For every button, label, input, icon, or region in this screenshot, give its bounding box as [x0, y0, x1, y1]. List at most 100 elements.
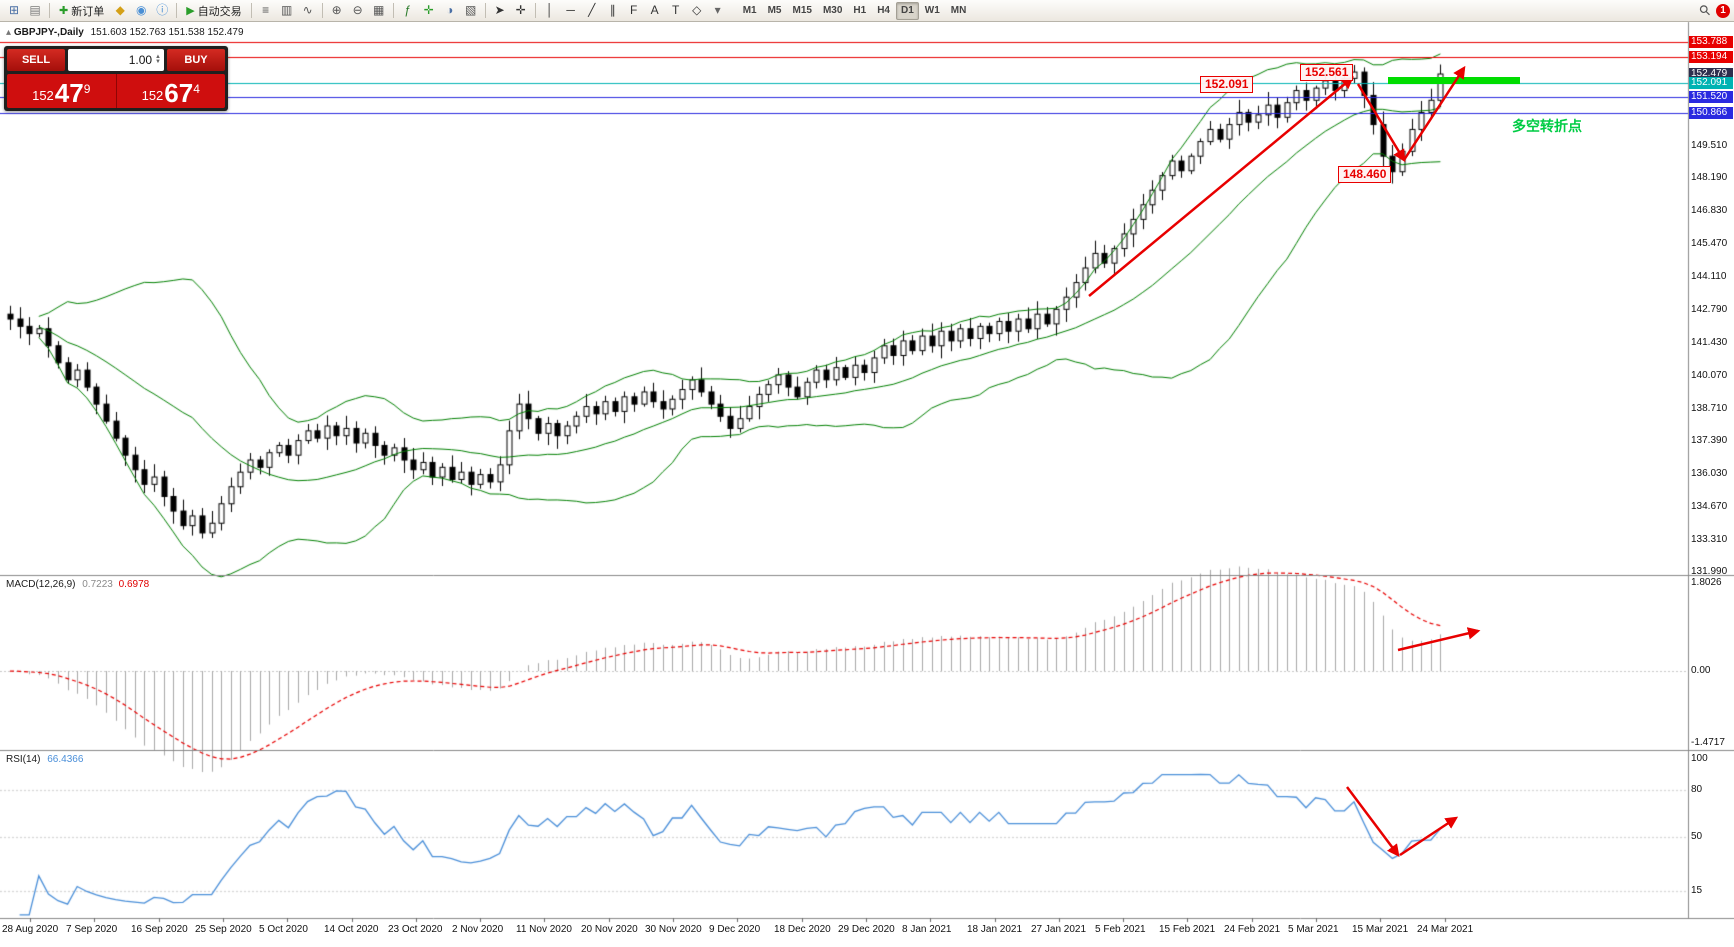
chart-window-icon[interactable]: ⊞ [8, 3, 20, 17]
rsi-value: 66.4366 [47, 754, 84, 765]
time-axis-label: 14 Oct 2020 [324, 924, 379, 935]
time-axis-label: 18 Dec 2020 [774, 924, 831, 935]
hline-icon[interactable]: ─ [566, 3, 575, 17]
search-icon[interactable]: ⚲ [1695, 0, 1714, 20]
turning-point-annotation: 多空转折点 [1512, 118, 1582, 134]
price-tag-153194: 153.194 [1689, 51, 1733, 63]
time-axis-label: 2 Nov 2020 [452, 924, 504, 935]
toolbar-right: ⚲ 1 [1695, 1, 1730, 19]
channel-icon[interactable]: ∥ [609, 3, 616, 17]
timeframe-w1[interactable]: W1 [924, 4, 940, 16]
symbol-name: GBPJPY-,Daily [13, 27, 84, 38]
indicators-icon[interactable]: ƒ [404, 3, 412, 17]
info-icon[interactable]: ⓘ [156, 3, 169, 17]
price-tag-151520: 151.520 [1689, 91, 1733, 103]
rsi-axis-label: 100 [1691, 753, 1708, 764]
price-axis-label: 142.790 [1691, 304, 1728, 315]
timeframe-m30[interactable]: M30 [822, 4, 843, 16]
zoom-in-icon[interactable]: ⊕ [331, 3, 342, 17]
market-depth-icon[interactable]: ◆ [115, 3, 125, 17]
macd-axis-label: -1.4717 [1691, 737, 1725, 748]
time-axis-label: 7 Sep 2020 [66, 924, 118, 935]
one-click-collapse-icon[interactable]: ▴ [6, 27, 14, 38]
timeframe-m1[interactable]: M1 [742, 4, 757, 16]
price-axis-label: 136.030 [1691, 468, 1728, 479]
time-axis-label: 23 Oct 2020 [388, 924, 443, 935]
cycles-icon[interactable]: ◑ [446, 3, 454, 17]
sell-price-pips: 47 [54, 78, 84, 108]
tile-windows-icon[interactable]: ▦ [373, 3, 385, 17]
vline-icon[interactable]: │ [545, 3, 554, 17]
fibonacci-icon[interactable]: F [630, 3, 638, 17]
one-click-trading-panel: SELL 1.00 ▲ ▼ BUY 152 47 9 152 67 4 [4, 46, 228, 111]
profiles-icon[interactable]: ▤ [29, 3, 41, 17]
timeframe-h4[interactable]: H4 [877, 4, 890, 16]
candle-chart-icon[interactable]: ▥ [281, 3, 293, 17]
sell-price-base: 152 [32, 88, 54, 103]
notification-badge[interactable]: 1 [1716, 3, 1730, 18]
timeframe-m5[interactable]: M5 [767, 4, 782, 16]
trade-panel-prices: 152 47 9 152 67 4 [7, 74, 225, 108]
cursor-icon[interactable]: ➤ [494, 3, 505, 17]
price-annotation-box[interactable]: 152.091 [1200, 76, 1254, 93]
label-icon[interactable]: T [672, 3, 680, 17]
time-axis-label: 24 Feb 2021 [1224, 924, 1281, 935]
volume-spinner-icon[interactable]: ▲ ▼ [155, 54, 161, 65]
price-axis-label: 148.190 [1691, 172, 1728, 183]
trade-panel-controls: SELL 1.00 ▲ ▼ BUY [7, 49, 225, 71]
price-axis-label: 137.390 [1691, 435, 1728, 446]
add-indicator-icon[interactable]: ✛ [423, 3, 434, 17]
macd-name: MACD(12,26,9) [6, 579, 76, 590]
price-annotation-box[interactable]: 148.460 [1338, 166, 1392, 183]
text-icon[interactable]: A [650, 3, 659, 17]
sell-price[interactable]: 152 47 9 [7, 74, 117, 108]
price-axis-label: 141.430 [1691, 337, 1728, 348]
price-annotation-box[interactable]: 152.561 [1300, 64, 1354, 81]
timeframe-d1[interactable]: D1 [896, 1, 919, 20]
volume-input[interactable]: 1.00 ▲ ▼ [68, 49, 164, 71]
rsi-indicator-label: RSI(14) 66.4366 [6, 754, 83, 765]
time-axis-label: 27 Jan 2021 [1031, 924, 1087, 935]
timeframe-h1[interactable]: H1 [853, 4, 867, 16]
toolbar-separator [49, 3, 50, 18]
autotrading-button-icon: ▶ [186, 5, 195, 17]
shapes-icon[interactable]: ◇ [692, 3, 702, 17]
symbols-icon[interactable]: ◉ [135, 3, 147, 17]
autotrading-button[interactable]: ▶ 自动交易 [181, 1, 246, 20]
timeframe-mn[interactable]: MN [950, 4, 967, 16]
buy-price-point: 4 [193, 82, 200, 96]
timeframe-m15[interactable]: M15 [792, 4, 812, 16]
new-order-button-label: 新订单 [71, 5, 105, 18]
price-axis-label: 140.070 [1691, 370, 1728, 381]
time-axis-label: 8 Jan 2021 [902, 924, 952, 935]
rsi-axis-label: 50 [1691, 831, 1703, 842]
time-axis-label: 25 Sep 2020 [195, 924, 252, 935]
macd-axis-label: 0.00 [1691, 665, 1711, 676]
toolbar-separator [176, 3, 178, 18]
buy-button[interactable]: BUY [167, 49, 225, 71]
buy-price-pips: 67 [164, 78, 194, 108]
price-axis-label: 138.710 [1691, 403, 1728, 414]
toolbar-separator [484, 3, 486, 18]
new-order-button-icon: ✚ [59, 5, 69, 17]
sell-button[interactable]: SELL [7, 49, 65, 71]
price-tag-150866: 150.866 [1689, 107, 1733, 119]
rsi-axis-label: 15 [1691, 885, 1703, 896]
main-toolbar: ⊞ ▤ ✚ 新订单 ◆ ◉ ⓘ ▶ 自动交易 ≡ ▥ ∿ ⊕ ⊖ ▦ ƒ ✛ ◑ ▧ ➤ ✛ │ ─ ╱ ∥ F A T ◇ ▾ M1 M5… [0, 0, 1734, 22]
price-axis-label: 131.990 [1691, 566, 1728, 577]
time-axis-label: 9 Dec 2020 [709, 924, 761, 935]
zoom-out-icon[interactable]: ⊖ [352, 3, 363, 17]
time-axis-label: 28 Aug 2020 [2, 924, 59, 935]
toolbar-separator [392, 3, 394, 18]
time-axis-label: 20 Nov 2020 [581, 924, 638, 935]
crosshair-icon[interactable]: ✛ [515, 3, 526, 17]
trendline-icon[interactable]: ╱ [588, 3, 596, 17]
new-order-button[interactable]: ✚ 新订单 [54, 1, 109, 20]
bar-chart-icon[interactable]: ≡ [262, 3, 270, 17]
buy-price[interactable]: 152 67 4 [116, 74, 225, 108]
line-chart-icon[interactable]: ∿ [302, 3, 313, 17]
chart-shift-icon[interactable]: ▧ [465, 3, 477, 17]
dropdown-icon[interactable]: ▾ [714, 3, 721, 17]
